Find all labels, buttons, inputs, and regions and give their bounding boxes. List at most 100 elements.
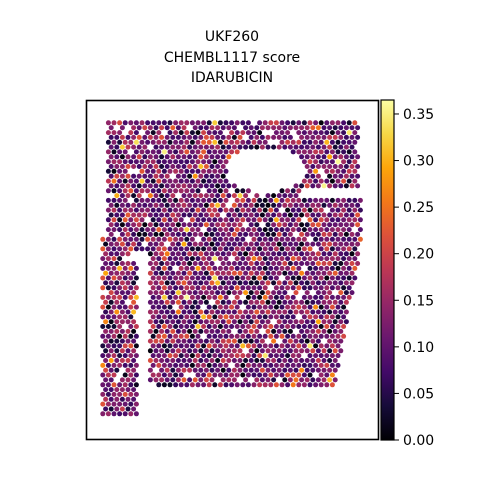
spot (198, 134, 204, 140)
spot (217, 217, 223, 223)
spot (352, 246, 358, 252)
spot (315, 309, 321, 315)
spot (290, 197, 296, 203)
spot (220, 125, 226, 131)
spot (198, 231, 204, 237)
spot (282, 144, 288, 150)
spot (175, 212, 181, 218)
spot (156, 265, 162, 271)
spot (234, 188, 240, 194)
spot (321, 280, 327, 286)
spot (125, 280, 131, 286)
spot (346, 275, 352, 281)
spot (226, 125, 232, 131)
spot (206, 343, 212, 349)
spot (307, 227, 313, 233)
spot (153, 222, 159, 228)
spot (142, 202, 148, 208)
spot (301, 120, 307, 126)
spot (189, 217, 195, 223)
spot (203, 202, 209, 208)
spot (293, 270, 299, 276)
spot (122, 188, 128, 194)
spot (122, 343, 128, 349)
spot (136, 154, 142, 160)
spot (237, 222, 243, 228)
spot (195, 188, 201, 194)
spot (265, 241, 271, 247)
spot (259, 358, 265, 363)
spot (206, 149, 212, 155)
spot (117, 178, 123, 184)
spot (175, 173, 181, 179)
spot (296, 265, 302, 271)
spot (229, 139, 235, 145)
spot (223, 217, 229, 223)
spot (125, 241, 131, 247)
spot (128, 391, 134, 397)
spot (321, 367, 327, 373)
spot (139, 178, 145, 184)
spot (206, 265, 212, 271)
spot (268, 207, 274, 213)
spot (245, 256, 251, 262)
spot (119, 261, 125, 266)
spot (192, 164, 198, 169)
spot (262, 294, 268, 300)
spot (251, 227, 257, 233)
spot (206, 188, 212, 194)
spot (346, 168, 352, 174)
spot (220, 173, 226, 179)
spot (167, 246, 173, 252)
spot (105, 324, 111, 329)
spot (114, 319, 120, 325)
spot (187, 261, 193, 266)
spot (153, 241, 159, 247)
spot (296, 188, 302, 194)
spot (223, 236, 229, 242)
spot (324, 333, 330, 339)
spot (329, 294, 335, 300)
spot (128, 314, 134, 320)
spot (276, 202, 282, 208)
spot (251, 275, 257, 281)
spot (201, 130, 207, 136)
spot (170, 183, 176, 189)
spot (226, 270, 232, 276)
spot (167, 362, 173, 368)
spot (122, 391, 128, 397)
spot (268, 236, 274, 242)
spot (206, 217, 212, 223)
spot (136, 222, 142, 228)
spot (167, 294, 173, 300)
spot (117, 324, 123, 329)
spot (251, 207, 257, 213)
spot (237, 193, 243, 199)
spot (343, 309, 349, 315)
spot (231, 299, 237, 305)
spot (287, 338, 293, 344)
spot (324, 382, 330, 388)
spot (170, 290, 176, 296)
spot (131, 231, 137, 237)
spot (136, 134, 142, 140)
spot (156, 353, 162, 359)
spot (355, 231, 361, 237)
spot (341, 149, 347, 155)
spot (338, 134, 344, 140)
spot (357, 236, 363, 242)
spot (271, 251, 277, 257)
spot (341, 139, 347, 145)
spot (304, 134, 310, 140)
spot (318, 236, 324, 242)
spot (310, 328, 316, 334)
spot (237, 144, 243, 150)
spot (285, 324, 291, 329)
spot (114, 290, 120, 296)
spot (111, 314, 117, 320)
spot (139, 139, 145, 145)
spot (231, 290, 237, 296)
spot (170, 212, 176, 218)
spot (245, 139, 251, 145)
spot (161, 246, 167, 252)
